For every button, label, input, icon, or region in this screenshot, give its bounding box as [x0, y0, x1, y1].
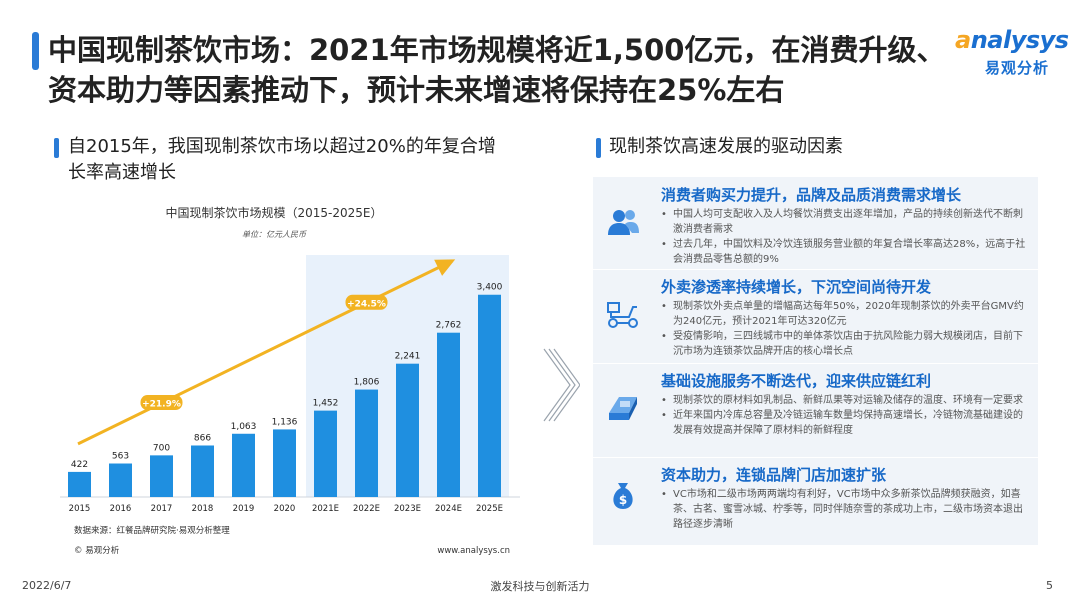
factor-bullet: 近年来国内冷库总容量及冷链运输车数量均保持高速增长，冷链物流基础建设的发展有效提…: [661, 408, 1029, 438]
growth-trend-arrow-line: [77, 259, 454, 446]
bar-2018: [191, 445, 214, 497]
bar-2020: [273, 429, 296, 497]
logo-wordmark-rest: nalysys: [970, 26, 1069, 54]
x-tick-label-2015: 2015: [69, 504, 91, 514]
logo-chinese-name: 易观分析: [985, 59, 1050, 77]
factor-bullet: 现制茶饮的原材料如乳制品、新鲜瓜果等对运输及储存的温度、环境有一定要求: [661, 393, 1029, 408]
factor-bullet-list: 现制茶饮外卖点单量的增幅高达每年50%，2020年现制茶饮的外卖平台GMV约为2…: [661, 299, 1029, 359]
growth-rate-badge-2017: [140, 395, 183, 411]
growth-rate-label-2022E: +24.5%: [347, 299, 386, 309]
page-number: 5: [1046, 579, 1053, 592]
growth-rate-badge-2022E: [345, 294, 388, 310]
footer-date: 2022/6/7: [22, 579, 72, 592]
footer-slogan: 激发科技与创新活力: [490, 580, 590, 593]
bar-value-label-2016: 563: [112, 452, 129, 462]
chart-copyright: © 易观分析: [74, 545, 120, 556]
factor-bullet: 受疫情影响，三四线城市中的单体茶饮店由于抗风险能力弱大规模闭店，目前下沉市场为连…: [661, 329, 1029, 359]
left-heading-accent: [54, 138, 59, 158]
bar-2016: [109, 463, 132, 497]
bar-value-label-2023E: 2,241: [395, 352, 421, 362]
chart-title: 中国现制茶饮市场规模（2015-2025E）: [166, 205, 383, 220]
x-tick-label-2017: 2017: [151, 504, 173, 514]
factor-card: $ 资本助力，连锁品牌门店加速扩张 VC市场和二级市场两两端均有利好，VC市场中众多…: [593, 457, 1038, 545]
factor-bullet: 过去几年，中国饮料及冷饮连锁服务营业额的年复合增长率高达28%，远高于社会消费品…: [661, 237, 1029, 267]
left-section-heading: 自2015年，我国现制茶饮市场以超过20%的年复合增长率高速增长: [68, 136, 496, 183]
factor-bullet: 现制茶饮外卖点单量的增幅高达每年50%，2020年现制茶饮的外卖平台GMV约为2…: [661, 299, 1029, 329]
infrastructure-icon: [605, 391, 641, 425]
chart-website: www.analysys.cn: [437, 546, 510, 556]
driving-factors-panel: 消费者购买力提升，品牌及品质消费需求增长中国人均可支配收入及人均餐饮消费支出逐年…: [593, 177, 1038, 545]
growth-trend-arrow-head: [434, 259, 456, 276]
factor-divider: [593, 269, 1038, 270]
factor-bullet: VC市场和二级市场两两端均有利好，VC市场中众多新茶饮品牌频获融资，如喜茶、古茗…: [661, 487, 1029, 532]
right-section-heading: 现制茶饮高速发展的驱动因素: [609, 136, 843, 157]
x-tick-label-2018: 2018: [192, 504, 214, 514]
logo-wordmark: analysys: [955, 26, 1069, 54]
factor-bullet-list: 中国人均可支配收入及人均餐饮消费支出逐年增加，产品的持续创新迭代不断刺激消费者需…: [661, 207, 1029, 267]
factor-bullet-list: VC市场和二级市场两两端均有利好，VC市场中众多新茶饮品牌频获融资，如喜茶、古茗…: [661, 487, 1029, 532]
growth-rate-label-2017: +21.9%: [142, 400, 181, 410]
x-tick-label-2016: 2016: [110, 504, 132, 514]
market-size-bar-chart: 中国现制茶饮市场规模（2015-2025E） 单位：亿元人民币 422 2015 563…: [60, 205, 520, 556]
factor-bullet-list: 现制茶饮的原材料如乳制品、新鲜瓜果等对运输及储存的温度、环境有一定要求近年来国内…: [661, 393, 1029, 438]
bar-2025E: [478, 294, 501, 497]
bar-value-label-2015: 422: [71, 460, 88, 470]
x-tick-label-2020: 2020: [274, 504, 296, 514]
bar-value-label-2021E: 1,452: [313, 399, 339, 409]
logo-wordmark-a: a: [955, 26, 971, 54]
delivery-scooter-icon: [605, 297, 641, 331]
x-tick-label-2019: 2019: [233, 504, 255, 514]
x-tick-label-2023E: 2023E: [394, 504, 421, 514]
factor-title: 基础设施服务不断迭代，迎来供应链红利: [661, 372, 932, 390]
analysys-logo: analysys 易观分析: [955, 26, 1070, 82]
bar-value-label-2018: 866: [194, 433, 211, 443]
chart-data-source: 数据来源：红餐品牌研究院·易观分析整理: [74, 525, 230, 536]
x-tick-label-2024E: 2024E: [435, 504, 462, 514]
factor-title: 资本助力，连锁品牌门店加速扩张: [661, 466, 887, 484]
x-tick-label-2022E: 2022E: [353, 504, 380, 514]
bar-value-label-2024E: 2,762: [436, 321, 462, 331]
bar-value-label-2022E: 1,806: [354, 378, 380, 388]
factor-card: 消费者购买力提升，品牌及品质消费需求增长中国人均可支配收入及人均餐饮消费支出逐年…: [593, 177, 1038, 269]
chart-unit-label: 单位：亿元人民币: [242, 230, 307, 239]
factor-bullet: 中国人均可支配收入及人均餐饮消费支出逐年增加，产品的持续创新迭代不断刺激消费者需…: [661, 207, 1029, 237]
svg-text:$: $: [619, 493, 627, 507]
bar-2021E: [314, 410, 337, 497]
factor-card: 外卖渗透率持续增长，下沉空间尚待开发现制茶饮外卖点单量的增幅高达每年50%，20…: [593, 269, 1038, 363]
factor-divider: [593, 363, 1038, 364]
bar-2022E: [355, 389, 378, 497]
factor-card: 基础设施服务不断迭代，迎来供应链红利现制茶饮的原材料如乳制品、新鲜瓜果等对运输及…: [593, 363, 1038, 457]
bar-2019: [232, 433, 255, 497]
bar-2015: [68, 471, 91, 497]
page-title: 中国现制茶饮市场：2021年市场规模将近1,500亿元，在消费升级、资本助力等因…: [48, 33, 946, 107]
bar-value-label-2017: 700: [153, 443, 170, 453]
consumer-icon: [605, 205, 641, 239]
right-heading-accent: [596, 138, 601, 158]
x-tick-label-2021E: 2021E: [312, 504, 339, 514]
bar-2024E: [437, 332, 460, 497]
bar-value-label-2025E: 3,400: [477, 283, 503, 293]
money-bag-icon: $: [605, 479, 641, 513]
bar-value-label-2020: 1,136: [272, 417, 298, 427]
bar-2017: [150, 455, 173, 497]
title-accent-bar: [32, 32, 39, 70]
factor-title: 消费者购买力提升，品牌及品质消费需求增长: [661, 186, 962, 204]
chevron-right-icon: [543, 348, 580, 422]
x-tick-label-2025E: 2025E: [476, 504, 503, 514]
bar-value-label-2019: 1,063: [231, 422, 257, 432]
factor-title: 外卖渗透率持续增长，下沉空间尚待开发: [661, 278, 932, 296]
factor-divider: [593, 457, 1038, 458]
bar-2023E: [396, 363, 419, 497]
